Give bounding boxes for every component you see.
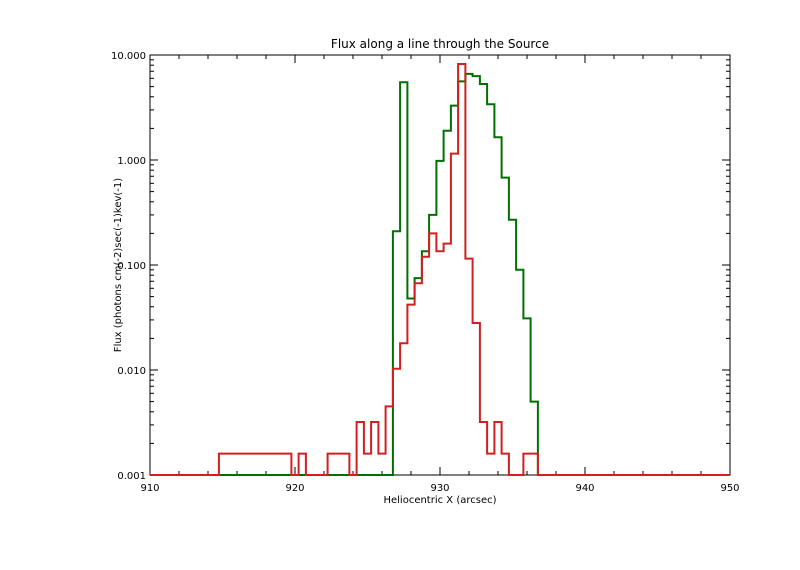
y-tick-label: 10.000 — [111, 51, 146, 62]
y-tick-label: 0.010 — [117, 366, 146, 377]
plot-frame — [149, 54, 731, 476]
y-tick-label: 0.001 — [117, 471, 146, 482]
x-tick-label: 950 — [720, 483, 739, 494]
y-tick-label: 1.000 — [117, 156, 146, 167]
x-tick-label: 930 — [430, 483, 449, 494]
x-axis-label: Heliocentric X (arcsec) — [383, 495, 496, 506]
x-tick-label: 910 — [140, 483, 159, 494]
y-axis-label: Flux (photons cm(-2)sec(-1)kev(-1) — [113, 178, 124, 352]
chart-title: Flux along a line through the Source — [331, 37, 549, 51]
x-tick-label: 940 — [575, 483, 594, 494]
red-flux-series-line — [150, 63, 730, 476]
y-tick-label: 0.100 — [117, 261, 146, 272]
x-tick-label: 920 — [285, 483, 304, 494]
green-flux-series-line — [150, 72, 730, 476]
